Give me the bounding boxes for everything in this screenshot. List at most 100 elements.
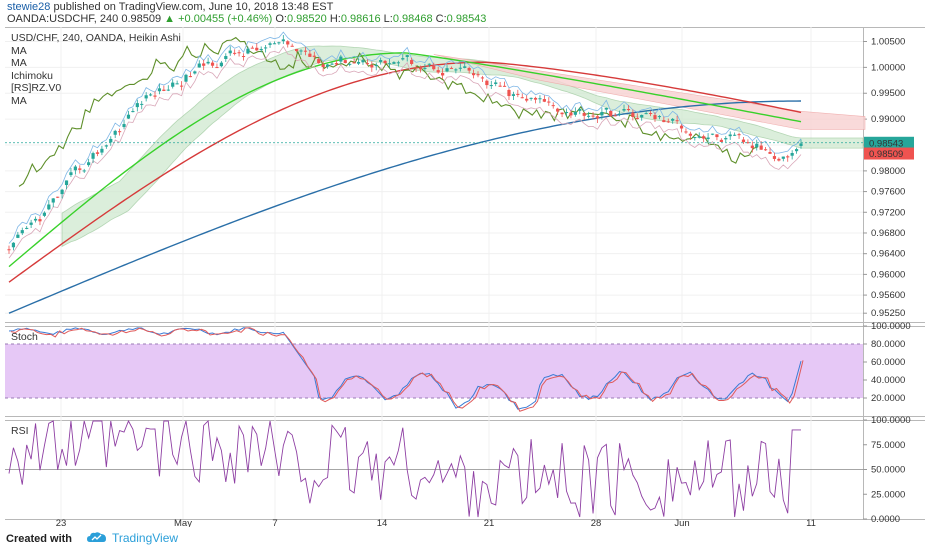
candle-body — [259, 48, 263, 50]
candle-body — [405, 55, 409, 57]
high-label: H: — [329, 13, 341, 25]
legend-ichimoku[interactable]: Ichimoku — [11, 69, 54, 82]
candle-body — [556, 108, 560, 112]
candle-body — [494, 82, 498, 84]
candle-body — [241, 56, 246, 58]
candle-body — [224, 56, 228, 60]
candle-body — [719, 139, 723, 142]
rs-upper-band — [8, 31, 802, 244]
price-tick-label-12: 0.95250 — [871, 308, 905, 319]
candle-body — [184, 74, 188, 82]
candle-body — [29, 222, 33, 225]
candle-body — [356, 61, 361, 64]
candle-body — [330, 63, 334, 65]
candle-body — [379, 60, 383, 62]
candle-body — [109, 138, 113, 143]
candle-body — [334, 63, 339, 65]
rsi-line — [8, 419, 801, 518]
rsi-tick-label-2: 50.0000 — [871, 465, 905, 476]
candle-body — [387, 63, 392, 65]
candle-body — [693, 137, 697, 139]
candle-body — [449, 67, 454, 69]
price-tick-label-5: 0.98000 — [871, 166, 905, 177]
candle-body — [573, 111, 577, 115]
candle-body — [666, 121, 670, 123]
candle-body — [69, 172, 73, 176]
candle-body — [383, 60, 387, 64]
candle-body — [206, 61, 210, 64]
stoch-band — [5, 344, 863, 398]
candle-body — [640, 114, 644, 118]
tradingview-logo[interactable]: TradingView — [86, 531, 178, 545]
candle-body — [255, 47, 259, 51]
x-axis-label-3: 14 — [377, 518, 388, 527]
legend-ma-2[interactable]: MA — [11, 57, 27, 69]
candle-body — [157, 88, 162, 92]
candle-body — [64, 180, 69, 186]
candle-body — [11, 242, 16, 248]
candle-body — [370, 64, 374, 68]
candle-body — [547, 101, 551, 103]
last-price: 0.98509 — [121, 13, 162, 25]
candle-body — [626, 108, 631, 111]
candle-body — [140, 103, 144, 105]
candle-body — [162, 89, 166, 91]
price-tick-label-10: 0.96000 — [871, 269, 905, 280]
price-tick-label-0: 1.00500 — [871, 36, 905, 47]
candle-body — [219, 62, 223, 67]
stoch-tick-label-4: 20.0000 — [871, 393, 905, 404]
candle-body — [325, 64, 330, 67]
candle-body — [635, 117, 639, 120]
legend-ma-3[interactable]: MA — [11, 94, 27, 107]
candle-body — [489, 85, 493, 87]
price-tick-label-9: 0.96400 — [871, 249, 905, 260]
footer: Created with TradingView — [0, 528, 932, 550]
legend-rs-indicator[interactable]: [RS]RZ.V0 — [11, 82, 62, 94]
stoch-tick-label-2: 60.0000 — [871, 357, 905, 368]
candle-body — [348, 63, 352, 65]
candle-body — [87, 162, 91, 166]
candle-body — [799, 143, 803, 146]
candle-body — [560, 112, 564, 115]
candle-body — [47, 204, 51, 210]
candle-body — [591, 115, 595, 117]
candle-body — [7, 249, 11, 251]
candle-body — [286, 41, 290, 45]
chart-area[interactable]: 1.005001.000000.995000.990000.985000.980… — [5, 27, 925, 529]
candle-body — [781, 156, 785, 159]
publish-info: published on TradingView.com, June 10, 2… — [53, 1, 334, 13]
candle-body — [458, 67, 462, 69]
candle-body — [622, 109, 626, 111]
candle-body — [303, 50, 308, 52]
candle-body — [418, 67, 423, 70]
candle-body — [131, 111, 135, 113]
candle-body — [569, 112, 573, 116]
candle-body — [25, 227, 29, 229]
candle-body — [463, 66, 467, 68]
rsi-label[interactable]: RSI — [11, 425, 29, 437]
candle-body — [600, 111, 604, 116]
x-axis-label-2: 7 — [272, 518, 277, 527]
candle-body — [299, 50, 303, 52]
candle-body — [675, 120, 679, 122]
candle-body — [197, 63, 201, 68]
legend-ma-1[interactable]: MA — [11, 44, 27, 57]
candle-body — [644, 113, 648, 115]
candle-body — [706, 137, 710, 140]
x-axis-label-1: May — [174, 518, 192, 527]
ma-blue-line — [8, 100, 802, 314]
legend-title: USD/CHF, 240, OANDA, Heikin Ashi — [11, 32, 181, 44]
price-tick-label-3: 0.99000 — [871, 114, 905, 125]
stoch-tick-label-0: 100.0000 — [871, 321, 911, 332]
candle-body — [308, 53, 312, 57]
candle-body — [401, 58, 405, 60]
stoch-label[interactable]: Stoch — [11, 331, 38, 343]
candle-body — [20, 230, 24, 234]
candle-body — [290, 45, 294, 47]
low-value: 0.98468 — [392, 13, 433, 25]
chart-svg[interactable]: 1.005001.000000.995000.990000.985000.980… — [5, 27, 925, 529]
candle-body — [339, 56, 343, 62]
author-name[interactable]: stewie28 — [7, 1, 51, 13]
candle-body — [427, 63, 431, 65]
candle-body — [662, 120, 666, 123]
